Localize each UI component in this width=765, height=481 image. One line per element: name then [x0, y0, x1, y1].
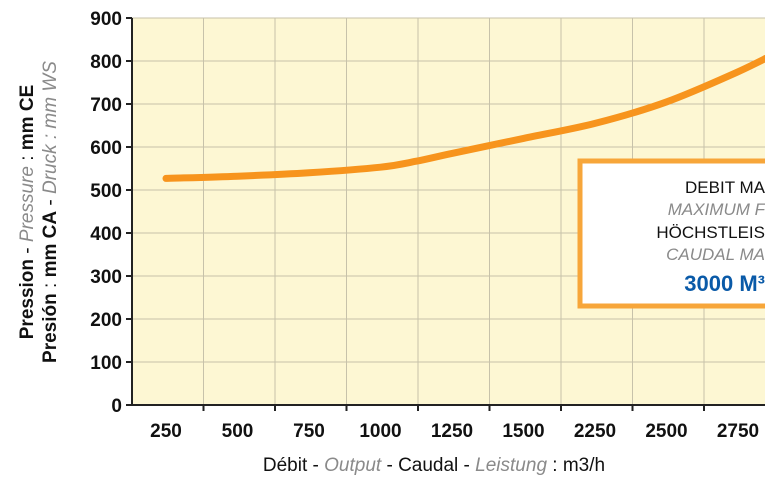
ylabel-druck: Druck : mm WS [40, 61, 61, 194]
y-tick-label: 100 [90, 353, 122, 374]
grid [132, 17, 765, 405]
xlabel-sep-4: : [547, 455, 563, 476]
ylabel-sep-3: : [40, 277, 61, 293]
x-tick-label: 2250 [574, 421, 616, 442]
ylabel-pression: Pression [17, 259, 38, 339]
y-tick-label: 500 [90, 181, 122, 202]
xlabel-unit: m3/h [563, 455, 605, 476]
x-tick-label: 2750 [717, 421, 759, 442]
y-tick-label: 900 [90, 9, 122, 30]
x-tick-label: 1000 [359, 421, 401, 442]
xlabel-output: Output [324, 455, 382, 476]
xlabel-caudal: Caudal [398, 455, 458, 476]
annotation-max-value: 3000 M³ [684, 271, 765, 296]
y-tick-labels: 0 100 200 300 400 500 600 700 800 900 [90, 9, 122, 417]
y-tick-label: 600 [90, 138, 122, 159]
y-tick-label: 0 [111, 396, 122, 417]
annotation-line-4: CAUDAL MA [666, 245, 765, 264]
ylabel-sep-1: - [17, 242, 38, 259]
ylabel-mm-ce: mm CE [17, 85, 38, 150]
axes [126, 17, 765, 411]
x-tick-label: 1500 [502, 421, 544, 442]
y-tick-label: 400 [90, 224, 122, 245]
x-axis-title: Débit - Output - Caudal - Leistung : m3/… [263, 455, 605, 476]
ylabel-presion: Presión [40, 293, 61, 363]
y-axis-title-line-2: Presión : mm CA - Druck : mm WS [40, 61, 61, 363]
xlabel-sep-3: - [458, 455, 475, 476]
y-tick-label: 200 [90, 310, 122, 331]
xlabel-sep-1: - [307, 455, 324, 476]
x-tick-label: 1250 [431, 421, 473, 442]
annotation-line-3: HÖCHSTLEIS [656, 223, 765, 242]
x-tick-label: 750 [293, 421, 325, 442]
xlabel-leistung: Leistung [475, 455, 547, 476]
y-tick-label: 700 [90, 95, 122, 116]
xlabel-debit: Débit [263, 455, 308, 476]
x-tick-labels: 250 500 750 1000 1250 1500 2250 2500 2750 [150, 421, 759, 442]
series-line [162, 54, 765, 182]
annotation-box [577, 158, 765, 309]
x-tick-label: 250 [150, 421, 182, 442]
annotation-line-2: MAXIMUM F [668, 200, 765, 219]
y-tick-label: 300 [90, 267, 122, 288]
x-tick-label: 2500 [645, 421, 687, 442]
ylabel-sep-4: - [40, 194, 61, 211]
y-axis-title-line-1: Pression - Pressure : mm CE [17, 85, 38, 340]
x-tick-label: 500 [222, 421, 254, 442]
max-output-annotation: DEBIT MA MAXIMUM F HÖCHSTLEIS CAUDAL MA … [577, 158, 765, 309]
annotation-line-1: DEBIT MA [685, 178, 765, 197]
ylabel-sep-2: : [17, 150, 38, 166]
y-tick-label: 800 [90, 52, 122, 73]
xlabel-sep-2: - [381, 455, 398, 476]
ylabel-pressure: Pressure [17, 166, 38, 242]
ylabel-mm-ca: mm CA [40, 211, 61, 278]
